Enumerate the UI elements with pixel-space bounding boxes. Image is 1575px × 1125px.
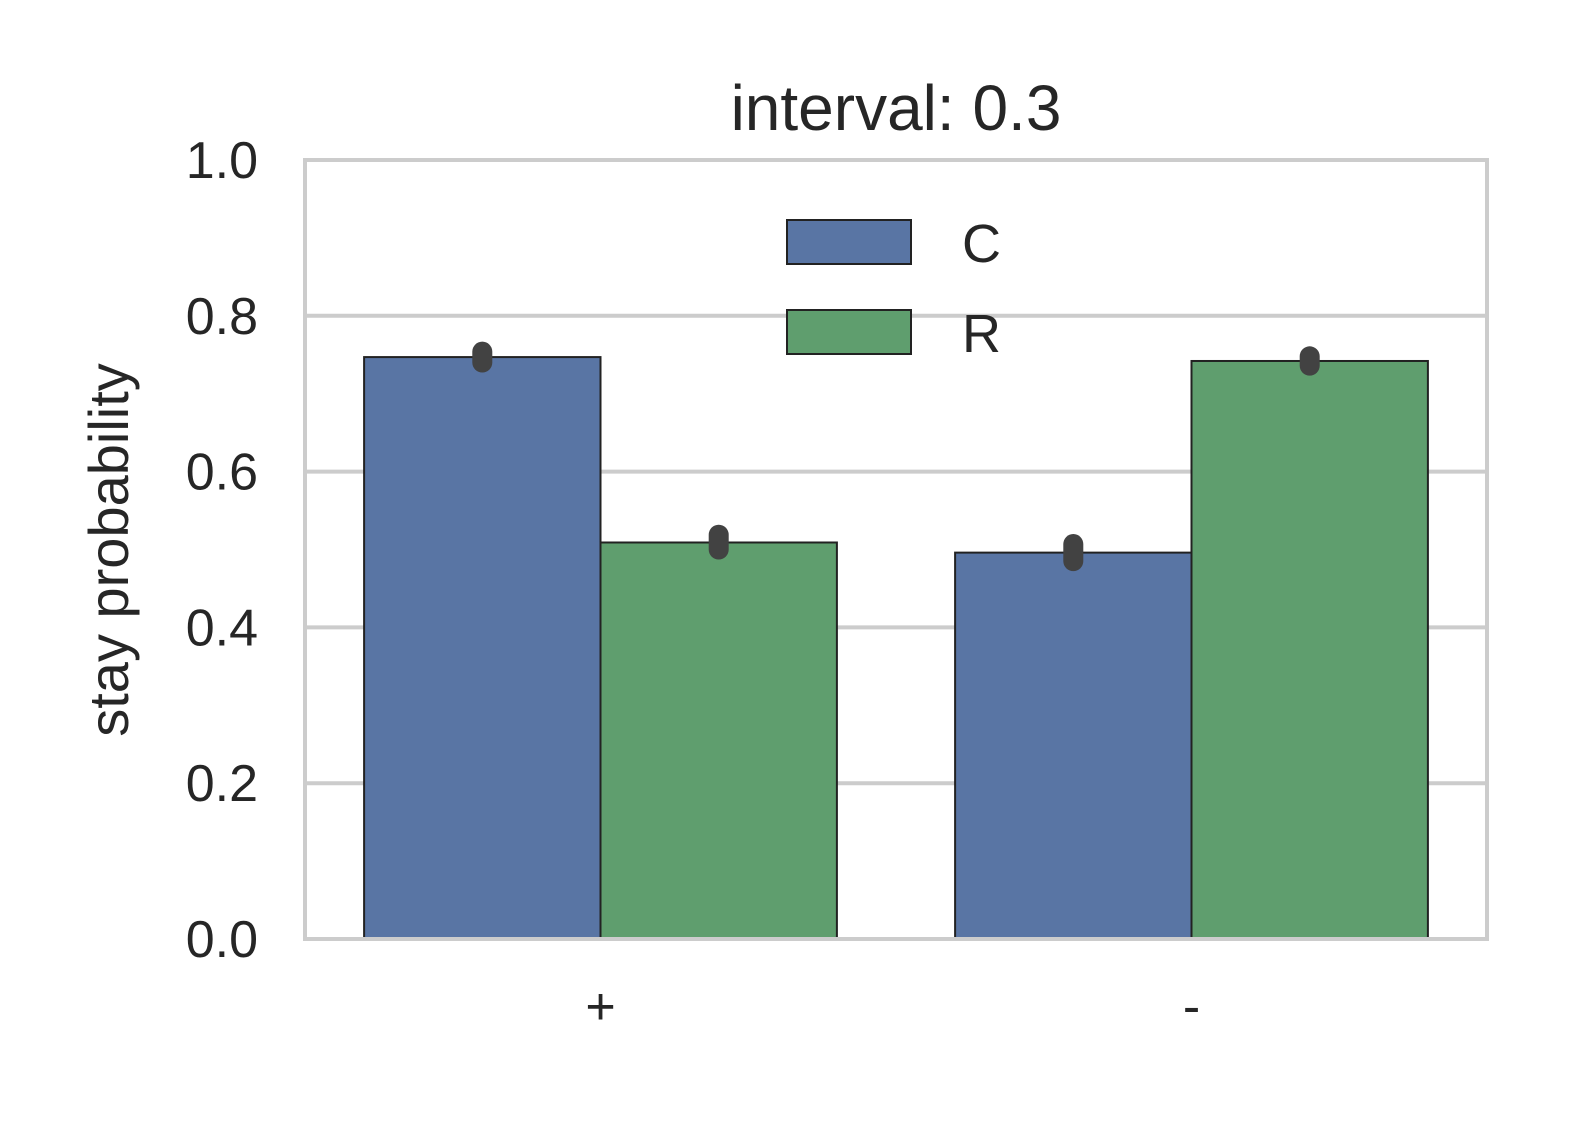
y-tick-label: 0.8	[186, 288, 258, 346]
y-tick-label: 0.4	[186, 599, 258, 657]
bar-C-0	[363, 356, 602, 941]
x-tick-labels: + -	[585, 978, 1200, 1036]
chart-title: interval: 0.3	[731, 72, 1062, 144]
y-tick-label: 0.6	[186, 444, 258, 502]
plot-frame	[303, 158, 1489, 941]
y-tick-labels: 0.0 0.2 0.4 0.6 0.8 1.0	[186, 132, 258, 969]
y-axis-title: stay probability	[77, 363, 140, 737]
bar-R-1	[1190, 359, 1429, 940]
bar-R-0	[599, 541, 838, 940]
y-tick-label: 0.2	[186, 755, 258, 813]
legend-swatch-C	[786, 219, 912, 265]
legend-label-R: R	[962, 304, 1001, 364]
bars	[363, 356, 1429, 941]
y-tick-label: 1.0	[186, 132, 258, 190]
x-tick-label: -	[1183, 978, 1200, 1036]
legend: CR	[786, 214, 1001, 364]
legend-label-C: C	[962, 214, 1001, 274]
legend-swatch-R	[786, 309, 912, 355]
bar-C-1	[954, 551, 1193, 941]
x-tick-label: +	[585, 978, 615, 1036]
error-bars	[472, 341, 1320, 572]
y-tick-label: 0.0	[186, 911, 258, 969]
